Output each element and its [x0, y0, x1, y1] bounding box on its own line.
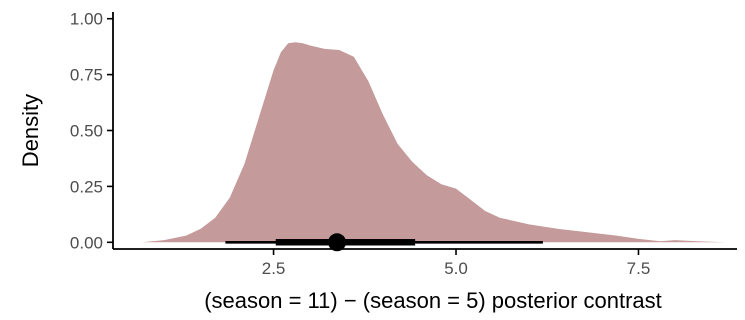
- x-axis-ticks: 2.5 5.0 7.5: [262, 249, 651, 278]
- median-point: [328, 233, 347, 252]
- y-axis-title: Density: [18, 94, 43, 167]
- y-tick-label: 0.00: [70, 233, 103, 252]
- y-tick-label: 0.50: [70, 122, 103, 141]
- y-tick-label: 0.25: [70, 177, 103, 196]
- density-area: [142, 42, 727, 243]
- y-tick-label: 0.75: [70, 66, 103, 85]
- y-axis-ticks: 0.00 0.25 0.50 0.75 1.00: [70, 10, 113, 252]
- x-tick-label: 5.0: [444, 259, 468, 278]
- x-tick-label: 7.5: [627, 259, 651, 278]
- x-axis-title: (season = 11) − (season = 5) posterior c…: [204, 288, 662, 313]
- y-tick-label: 1.00: [70, 10, 103, 29]
- plot-area: [142, 42, 727, 252]
- x-tick-label: 2.5: [262, 259, 286, 278]
